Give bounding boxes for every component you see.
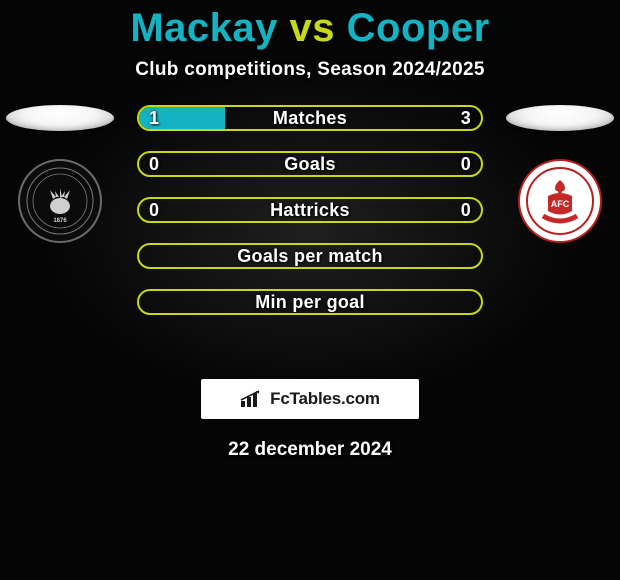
stat-label: Hattricks <box>169 200 451 221</box>
thistle-icon: 1876 <box>25 166 95 236</box>
comparison-arena: 1876 AFC 1Matches30Goals00Hattric <box>0 105 620 355</box>
brand-badge: FcTables.com <box>201 379 419 419</box>
stat-pill: 0Goals0 <box>137 151 483 177</box>
stat-label: Goals per match <box>169 246 451 267</box>
club-crest-left: 1876 <box>18 159 102 243</box>
stat-label: Min per goal <box>169 292 451 313</box>
stat-pill: Goals per match <box>137 243 483 269</box>
club-crest-right: AFC <box>518 159 602 243</box>
bars-icon <box>240 390 264 408</box>
svg-text:AFC: AFC <box>551 199 570 209</box>
stat-value-right: 0 <box>451 154 481 175</box>
title-right: Cooper <box>347 6 490 50</box>
svg-text:1876: 1876 <box>53 218 67 224</box>
stat-value-right: 3 <box>451 108 481 129</box>
page-title: Mackay vs Cooper <box>0 0 620 51</box>
stat-value-left: 0 <box>139 154 169 175</box>
player-left-column: 1876 <box>0 105 120 243</box>
title-vs: vs <box>290 6 336 50</box>
subtitle: Club competitions, Season 2024/2025 <box>0 59 620 81</box>
avatar-placeholder-right <box>506 105 614 131</box>
stat-label: Matches <box>169 108 451 129</box>
stat-label: Goals <box>169 154 451 175</box>
afc-icon: AFC <box>525 166 595 236</box>
stat-value-left: 0 <box>139 200 169 221</box>
stat-pill: Min per goal <box>137 289 483 315</box>
stat-pill-list: 1Matches30Goals00Hattricks0Goals per mat… <box>137 105 483 315</box>
stat-value-right: 0 <box>451 200 481 221</box>
stat-pill: 0Hattricks0 <box>137 197 483 223</box>
title-left: Mackay <box>130 6 278 50</box>
player-right-column: AFC <box>500 105 620 243</box>
stat-value-left: 1 <box>139 108 169 129</box>
avatar-placeholder-left <box>6 105 114 131</box>
date-label: 22 december 2024 <box>0 439 620 461</box>
brand-text: FcTables.com <box>270 389 380 409</box>
stat-pill: 1Matches3 <box>137 105 483 131</box>
